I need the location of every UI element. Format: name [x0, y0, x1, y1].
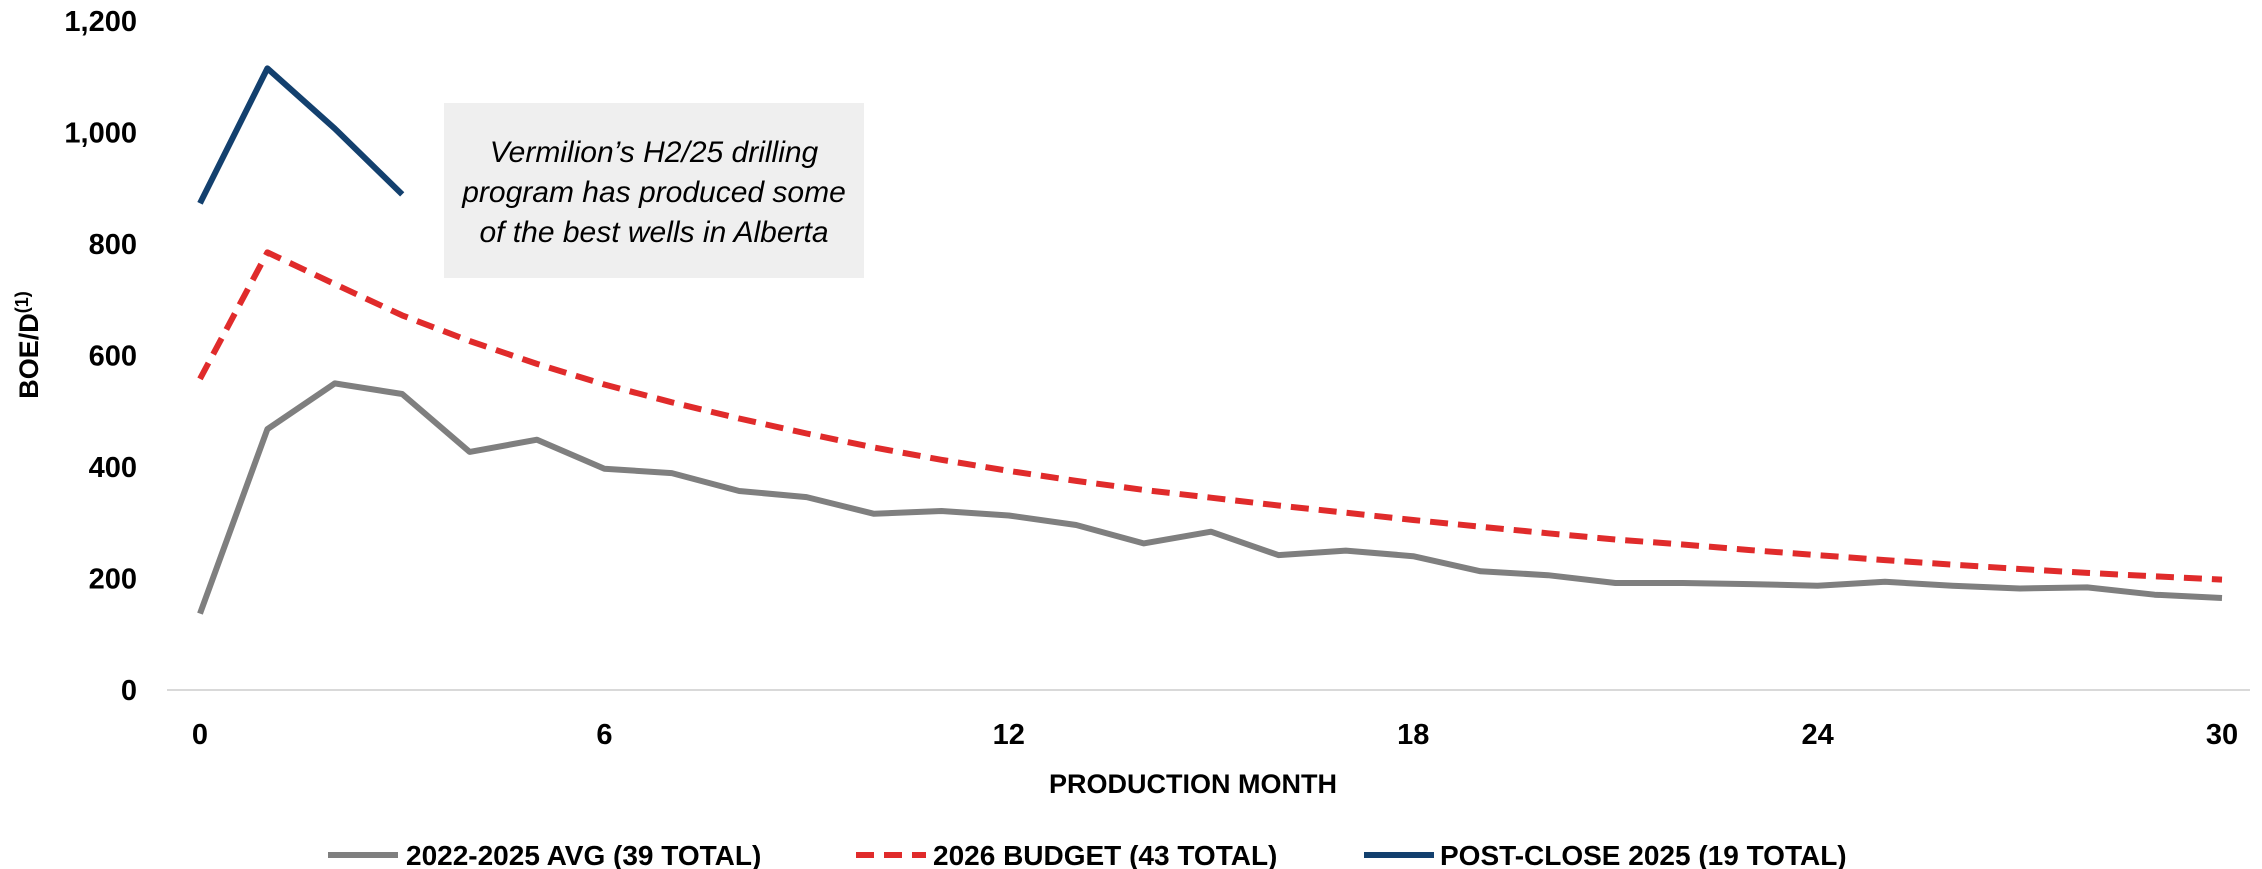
y-tick-label: 800 — [89, 229, 137, 261]
x-tick-label: 12 — [993, 719, 1025, 751]
annotation-box: Vermilion’s H2/25 drilling program has p… — [444, 103, 864, 278]
y-axis-title: BOE/D(1) — [12, 291, 44, 399]
annotation-line-3: of the best wells in Alberta — [479, 216, 828, 249]
legend-label-avg: 2022-2025 AVG (39 TOTAL) — [406, 840, 761, 869]
y-tick-label: 1,000 — [64, 118, 137, 150]
x-tick-label: 6 — [596, 719, 612, 751]
y-tick-label: 1,200 — [64, 6, 137, 38]
x-axis-ticks: 0 6 12 18 24 30 — [192, 719, 2238, 751]
y-tick-label: 0 — [121, 675, 137, 707]
legend: 2022-2025 AVG (39 TOTAL) 2026 BUDGET (43… — [328, 840, 1847, 869]
annotation-line-1: Vermilion’s H2/25 drilling — [490, 136, 819, 169]
legend-label-post-close: POST-CLOSE 2025 (19 TOTAL) — [1440, 840, 1847, 869]
y-tick-label: 600 — [89, 341, 137, 373]
x-tick-label: 0 — [192, 719, 208, 751]
y-axis-ticks: 0 200 400 600 800 1,000 1,200 — [64, 6, 137, 707]
y-axis-title-superscript: (1) — [12, 291, 32, 313]
series-layer — [197, 65, 2223, 615]
series-line-2 — [197, 65, 405, 205]
series-line-0 — [197, 380, 2223, 615]
series-line-1 — [197, 249, 2223, 583]
x-tick-label: 18 — [1397, 719, 1429, 751]
y-tick-label: 400 — [89, 452, 137, 484]
legend-item-budget: 2026 BUDGET (43 TOTAL) — [856, 840, 1277, 869]
y-tick-label: 200 — [89, 564, 137, 596]
annotation-background — [444, 103, 864, 278]
x-axis-title: PRODUCTION MONTH — [1049, 769, 1337, 799]
x-tick-label: 24 — [1801, 719, 1833, 751]
legend-item-avg: 2022-2025 AVG (39 TOTAL) — [328, 840, 761, 869]
legend-label-budget: 2026 BUDGET (43 TOTAL) — [933, 840, 1277, 869]
legend-item-post-close: POST-CLOSE 2025 (19 TOTAL) — [1364, 840, 1847, 869]
annotation-line-2: program has produced some — [461, 176, 846, 209]
x-tick-label: 30 — [2206, 719, 2238, 751]
